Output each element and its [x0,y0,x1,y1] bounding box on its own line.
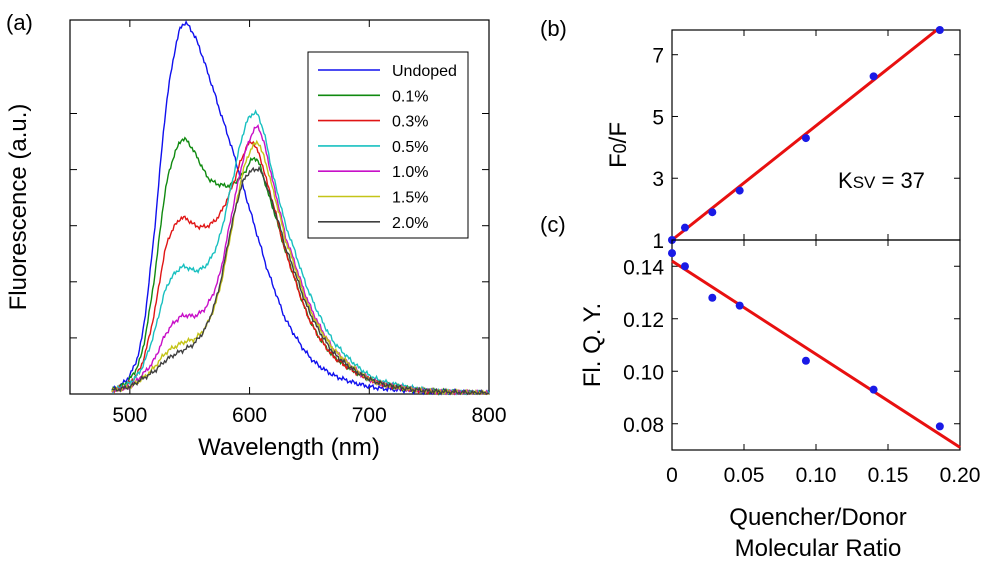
data-point [668,249,676,258]
ytick-label: 3 [652,168,664,191]
data-point [735,301,744,310]
data-point [935,422,944,431]
legend-box [307,51,469,239]
ylabel-rest: /F [605,122,632,143]
series-line-6 [111,139,490,396]
data-point [935,26,944,34]
data-point [680,262,689,271]
chart-c-ticks: 0 0.05 0.10 0.15 0.20 0.08 0.10 0.12 0.14 [623,240,980,487]
chart-b-marks [668,26,944,244]
ylabel-F: F [605,153,632,168]
xtick-label: 0.15 [868,464,909,487]
ylabel-sub: 0 [610,143,630,153]
chart-a-ylabel: Fluorescence (a.u.) [5,104,32,311]
panel-label-c: (c) [540,212,566,237]
data-point [708,208,717,217]
ksv-value: = 37 [875,168,925,193]
fit-line [671,26,941,242]
legend-label: 1.5% [392,190,428,207]
xtick-label: 0.20 [940,464,981,487]
ksv-sub: SV [853,173,876,192]
chart-a-frame [69,19,490,395]
chart-a-xlabel: Wavelength (nm) [198,434,380,461]
ytick-label: 0.10 [623,361,664,384]
chart-b-ylabel: F0/F [605,122,632,168]
chart-a-xtick-label: 500 [112,404,147,427]
chart-c-ylabel: Fl. Q. Y. [579,303,606,387]
chart-b: 1 3 5 7 F0/F KSV = 37 [605,26,961,253]
chart-a: 500 600 700 800 Wavelength (nm) Fluorescenc… [5,19,507,461]
data-point [708,293,717,302]
chart-a-xtick-label: 700 [352,404,387,427]
legend-label: 0.5% [392,139,428,156]
legend-label: 1.0% [392,164,428,181]
legend-label: Undoped [392,63,457,80]
ytick-label: 0.12 [623,309,664,332]
data-point [869,385,878,394]
chart-a-xtick-label: 800 [471,404,506,427]
ksv-annotation: KSV = 37 [838,168,925,193]
xtick-label: 0 [666,464,678,487]
ytick-label: 1 [652,230,664,253]
ytick-label: 5 [652,106,664,129]
chart-c: 0 0.05 0.10 0.15 0.20 0.08 0.10 0.12 0.14 Fl. Q.… [579,239,980,562]
data-point [801,134,810,143]
ytick-label: 0.14 [623,256,664,279]
data-point [680,223,689,232]
chart-b-frame [671,29,961,241]
chart-a-series [111,19,490,396]
data-point [801,356,810,365]
chart-c-marks [668,249,961,449]
panel-label-b: (b) [540,16,567,41]
ksv-K: K [838,168,853,193]
data-point [869,72,878,81]
xtick-label: 0.10 [796,464,837,487]
chart-a-xtick-label: 600 [232,404,267,427]
legend-label: 0.3% [392,114,428,131]
legend-label: 0.1% [392,88,428,105]
chart-c-xlabel: Quencher/Donor [729,504,906,531]
chart-c-xlabel-2: Molecular Ratio [735,535,902,562]
panel-label-a: (a) [6,10,33,35]
series-line-7 [111,165,489,396]
xtick-label: 0.05 [724,464,765,487]
chart-a-legend: Undoped 0.1% 0.3% 0.5% 1.0% 1.5% 2.0% [307,51,469,239]
ytick-label: 7 [652,45,664,68]
data-point [735,186,744,195]
legend-label: 2.0% [392,215,428,232]
ytick-label: 0.08 [623,414,664,437]
fit-line [671,259,961,449]
